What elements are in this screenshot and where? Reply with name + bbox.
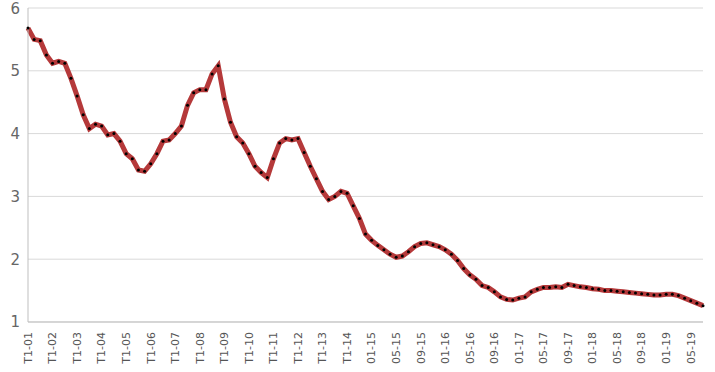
- svg-text:6: 6: [10, 0, 20, 18]
- svg-text:01-19: 01-19: [660, 332, 673, 364]
- svg-text:05-16: 05-16: [464, 332, 477, 364]
- svg-text:09-18: 09-18: [635, 332, 648, 364]
- svg-text:5: 5: [10, 62, 20, 80]
- svg-text:01-16: 01-16: [439, 332, 452, 364]
- svg-text:T1-01: T1-01: [22, 332, 35, 365]
- svg-text:T1-08: T1-08: [194, 332, 207, 365]
- svg-text:3: 3: [10, 188, 20, 206]
- svg-text:T1-07: T1-07: [169, 332, 182, 365]
- svg-text:T1-02: T1-02: [46, 332, 59, 365]
- svg-text:T1-13: T1-13: [316, 332, 329, 365]
- svg-text:05-15: 05-15: [390, 332, 403, 364]
- svg-text:09-15: 09-15: [415, 332, 428, 364]
- svg-text:01-18: 01-18: [586, 332, 599, 364]
- svg-text:2: 2: [10, 251, 20, 269]
- svg-text:4: 4: [10, 125, 20, 143]
- svg-text:T1-11: T1-11: [267, 332, 280, 365]
- svg-text:01-15: 01-15: [365, 332, 378, 364]
- svg-text:T1-09: T1-09: [218, 332, 231, 365]
- svg-text:T1-06: T1-06: [145, 332, 158, 365]
- svg-text:T1-10: T1-10: [243, 332, 256, 365]
- svg-text:T1-14: T1-14: [341, 332, 354, 365]
- svg-text:05-18: 05-18: [611, 332, 624, 364]
- svg-text:05-17: 05-17: [537, 332, 550, 364]
- svg-text:T1-12: T1-12: [292, 332, 305, 365]
- svg-text:T1-04: T1-04: [95, 332, 108, 365]
- svg-text:1: 1: [10, 313, 20, 331]
- svg-text:T1-05: T1-05: [120, 332, 133, 365]
- svg-text:09-17: 09-17: [562, 332, 575, 364]
- svg-text:05-19: 05-19: [685, 332, 698, 364]
- svg-text:09-16: 09-16: [488, 332, 501, 364]
- svg-text:T1-03: T1-03: [71, 332, 84, 365]
- svg-text:01-17: 01-17: [513, 332, 526, 364]
